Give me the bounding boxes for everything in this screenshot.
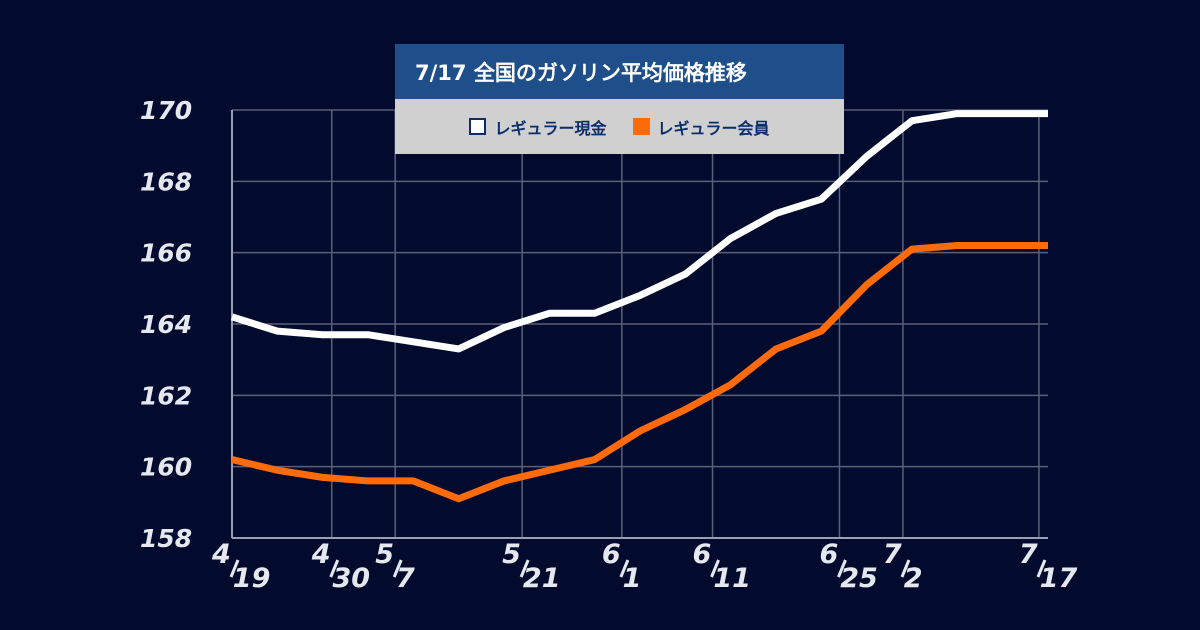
legend-label-cash: レギュラー現金 — [494, 118, 607, 138]
y-tick-label: 162 — [140, 381, 192, 410]
legend-items: レギュラー現金 レギュラー会員 — [395, 99, 844, 154]
x-tick-slash — [519, 559, 530, 578]
y-tick-label: 160 — [140, 453, 192, 482]
legend-label-member: レギュラー会員 — [657, 118, 770, 138]
series-line-member — [231, 242, 1048, 503]
x-tick-slash — [619, 559, 630, 578]
y-tick-label: 158 — [140, 524, 192, 553]
y-tick-label: 170 — [140, 96, 192, 125]
y-axis-ticks: 158 160 162 164 166 168 170 — [140, 96, 192, 553]
x-tick-slash — [1036, 559, 1047, 578]
x-tick-label: 57 — [375, 539, 415, 594]
x-tick-label: 611 — [693, 539, 751, 594]
x-tick-label: 430 — [311, 539, 370, 594]
x-tick-slash — [329, 559, 340, 578]
x-tick-slash — [837, 559, 847, 578]
x-tick-label: 72 — [883, 539, 923, 594]
x-tick-label: 419 — [211, 539, 270, 594]
x-tick-slash — [392, 559, 403, 578]
x-tick-label: 717 — [1019, 539, 1078, 594]
x-tick-slash — [710, 559, 720, 578]
x-tick-label: 61 — [602, 539, 642, 594]
legend-item-cash: レギュラー現金 — [469, 115, 607, 139]
chart-title: 7/17 全国のガソリン平均価格推移 — [395, 44, 844, 99]
legend-swatch-cash — [469, 118, 487, 135]
x-tick-slash — [229, 559, 240, 578]
grid — [231, 109, 1048, 539]
series-lines — [230, 110, 1049, 503]
y-tick-label: 166 — [140, 239, 192, 268]
x-tick-label: 521 — [502, 539, 560, 594]
y-tick-label: 168 — [140, 167, 192, 196]
y-tick-label: 164 — [140, 310, 192, 339]
x-tick-slash — [900, 559, 911, 578]
legend: 7/17 全国のガソリン平均価格推移 レギュラー現金 レギュラー会員 — [395, 44, 844, 154]
legend-item-member: レギュラー会員 — [632, 115, 770, 139]
x-tick-label: 625 — [819, 539, 877, 594]
legend-swatch-member — [632, 118, 650, 135]
